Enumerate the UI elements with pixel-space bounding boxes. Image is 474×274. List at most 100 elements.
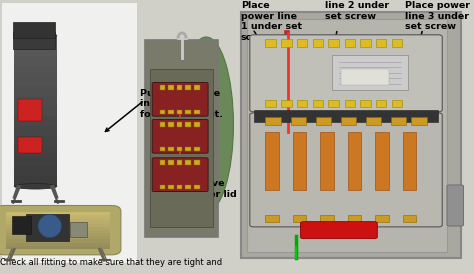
FancyBboxPatch shape [152,119,208,153]
Bar [313,39,323,47]
Bar [168,110,174,114]
Bar [14,66,57,76]
Bar [14,36,57,46]
Bar [14,136,57,146]
Bar [328,100,339,107]
Bar [160,185,165,189]
Bar [411,117,427,125]
Bar [185,147,191,151]
Bar [14,106,57,116]
FancyBboxPatch shape [152,158,208,192]
Bar [18,137,42,153]
Bar [6,230,110,233]
Bar [194,122,200,127]
Bar [14,96,57,106]
Bar [297,100,307,107]
Bar [13,32,55,49]
Bar [168,122,174,127]
Bar [2,3,137,203]
Ellipse shape [38,214,62,238]
Bar [160,110,165,114]
Bar [254,110,438,122]
FancyBboxPatch shape [447,185,464,226]
Text: line 2 under
set screw: line 2 under set screw [325,1,389,21]
Bar [14,176,57,186]
Bar [18,99,42,121]
Bar [160,147,165,151]
Bar [345,39,355,47]
Bar [194,110,200,114]
Ellipse shape [14,32,57,39]
Bar [392,39,402,47]
Bar [341,68,389,85]
Bar [160,85,165,90]
Bar [14,156,57,166]
Bar [26,214,69,241]
Bar [14,76,57,86]
Bar [376,100,386,107]
Bar [6,236,110,239]
FancyBboxPatch shape [152,82,208,116]
Bar [6,224,110,227]
Bar [320,132,334,190]
Bar [391,117,406,125]
Text: Check all fitting to make sure that they are tight and: Check all fitting to make sure that they… [0,258,222,267]
Bar [345,100,355,107]
Bar [281,100,292,107]
FancyBboxPatch shape [250,35,442,112]
Bar [185,110,191,114]
Text: Punch out hole
in starter box
for power inlet.: Punch out hole in starter box for power … [140,89,223,119]
Bar [328,39,339,47]
Bar [6,227,110,230]
Bar [403,132,416,190]
Bar [6,218,110,221]
Bar [14,56,57,66]
Bar [265,215,279,222]
Bar [348,132,361,190]
Bar [177,122,182,127]
Bar [332,55,408,90]
Bar [313,100,323,107]
Bar [194,147,200,151]
Bar [281,39,292,47]
Bar [185,160,191,165]
FancyBboxPatch shape [241,12,461,258]
Bar [14,116,57,126]
Bar [366,117,381,125]
Bar [14,146,57,156]
Bar [14,46,57,56]
Bar [12,216,31,234]
Bar [2,197,137,263]
Bar [185,85,191,90]
Bar [177,110,182,114]
FancyBboxPatch shape [150,68,213,227]
Bar [6,246,110,249]
Bar [160,122,165,127]
Bar [14,126,57,136]
Bar [291,117,306,125]
Bar [70,222,87,237]
Bar [168,85,174,90]
Bar [341,117,356,125]
FancyBboxPatch shape [0,206,121,255]
FancyBboxPatch shape [145,40,218,237]
Bar [6,233,110,236]
Ellipse shape [179,37,233,212]
Bar [6,242,110,246]
Bar [185,122,191,127]
Text: Place
power line
1 under set
screw: Place power line 1 under set screw [241,1,302,42]
Text: Place power
line 3 under
set screw: Place power line 3 under set screw [405,1,470,31]
Bar [297,39,307,47]
Bar [168,185,174,189]
Bar [293,132,306,190]
Bar [177,147,182,151]
Bar [265,39,276,47]
Bar [403,215,416,222]
Bar [194,160,200,165]
Bar [265,117,281,125]
Bar [360,100,371,107]
Bar [14,166,57,176]
Bar [185,185,191,189]
Bar [160,160,165,165]
FancyBboxPatch shape [247,19,447,252]
